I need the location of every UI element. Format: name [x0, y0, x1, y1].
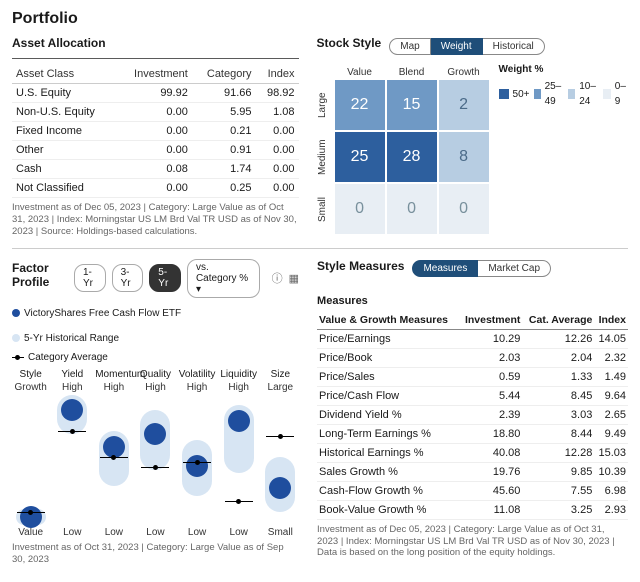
- page-title: Portfolio: [12, 10, 628, 28]
- table-header: Asset Class: [12, 65, 117, 84]
- legend-item: 25–49: [534, 79, 565, 109]
- factor-column: LiquidityHighLow: [220, 369, 257, 538]
- table-header: Value & Growth Measures: [317, 311, 459, 330]
- stock-style-tabs: Map Weight Historical: [389, 38, 545, 55]
- style-measures-footnote: Investment as of Dec 05, 2023 | Category…: [317, 524, 628, 560]
- table-row: Historical Earnings %40.0812.2815.03: [317, 443, 628, 462]
- table-row: Other0.000.910.00: [12, 141, 299, 160]
- tab-measures[interactable]: Measures: [412, 260, 478, 277]
- table-row: Sales Growth %19.769.8510.39: [317, 462, 628, 481]
- table-row: Price/Cash Flow5.448.459.64: [317, 386, 628, 405]
- stylebox-grid: ValueBlendGrowth Large22152 Medium25288 Sma…: [317, 62, 489, 234]
- table-row: Cash0.081.740.00: [12, 160, 299, 179]
- measures-table-title: Measures: [317, 295, 628, 307]
- stylebox-col-label: Value: [335, 67, 385, 78]
- stylebox-cell: 0: [387, 184, 437, 234]
- table-header: Category: [192, 65, 256, 84]
- table-row: Long-Term Earnings %18.808.449.49: [317, 424, 628, 443]
- table-row: Cash-Flow Growth %45.607.556.98: [317, 481, 628, 500]
- tab-weight[interactable]: Weight: [431, 38, 483, 55]
- table-header: Cat. Average: [522, 311, 594, 330]
- period-5yr[interactable]: 5-Yr: [149, 264, 181, 292]
- stylebox-cell: 8: [439, 132, 489, 182]
- stylebox-row-label: Medium: [317, 132, 333, 182]
- style-measures-heading: Style Measures: [317, 259, 404, 273]
- stylebox-col-label: Blend: [387, 67, 437, 78]
- legend-item: 0–9: [603, 79, 628, 109]
- stylebox-legend: Weight % 50+25–4910–240–9: [499, 62, 628, 234]
- factor-column: YieldHighLow: [54, 369, 91, 538]
- legend-fund-dot: [12, 309, 20, 317]
- tab-historical[interactable]: Historical: [483, 38, 545, 55]
- table-header: Investment: [117, 65, 192, 84]
- legend-range-dot: [12, 334, 20, 342]
- table-row: Fixed Income0.000.210.00: [12, 122, 299, 141]
- tab-marketcap[interactable]: Market Cap: [478, 260, 551, 277]
- stylebox-cell: 2: [439, 80, 489, 130]
- stylebox-cell: 22: [335, 80, 385, 130]
- factor-column: StyleGrowthValue: [12, 369, 49, 538]
- grid-icon[interactable]: ▦: [289, 272, 299, 285]
- legend-range-label: 5-Yr Historical Range: [24, 333, 119, 344]
- style-measures-table: Value & Growth MeasuresInvestmentCat. Av…: [317, 311, 628, 520]
- factor-profile-grid: StyleGrowthValueYieldHighLowMomentumHigh…: [12, 369, 299, 538]
- stylebox-row-label: Large: [317, 80, 333, 130]
- stylebox-cell: 25: [335, 132, 385, 182]
- table-row: Dividend Yield %2.393.032.65: [317, 405, 628, 424]
- stylebox-cell: 0: [439, 184, 489, 234]
- table-row: Price/Book2.032.042.32: [317, 348, 628, 367]
- asset-allocation-table: Asset ClassInvestmentCategoryIndex U.S. …: [12, 65, 299, 198]
- table-header: Index: [256, 65, 299, 84]
- table-row: U.S. Equity99.9291.6698.92: [12, 84, 299, 103]
- factor-column: VolatilityHighLow: [178, 369, 215, 538]
- legend-fund-label: VictoryShares Free Cash Flow ETF: [24, 308, 181, 319]
- legend-item: 50+: [499, 87, 530, 102]
- stylebox-cell: 28: [387, 132, 437, 182]
- table-row: Not Classified0.000.250.00: [12, 179, 299, 198]
- info-icon[interactable]: ⓘ: [272, 270, 283, 286]
- table-row: Non-U.S. Equity0.005.951.08: [12, 103, 299, 122]
- table-header: Index: [594, 311, 628, 330]
- asset-allocation-footnote: Investment as of Dec 05, 2023 | Category…: [12, 202, 299, 238]
- factor-column: MomentumHighLow: [95, 369, 132, 538]
- tab-map[interactable]: Map: [389, 38, 430, 55]
- table-row: Book-Value Growth %11.083.252.93: [317, 500, 628, 519]
- stylebox-row-label: Small: [317, 184, 333, 234]
- legend-cat-marker: [12, 357, 24, 358]
- factor-profile-heading: Factor Profile: [12, 261, 68, 289]
- vs-category-select[interactable]: vs. Category % ▾: [187, 259, 260, 298]
- asset-allocation-heading: Asset Allocation: [12, 36, 106, 50]
- factor-profile-footnote: Investment as of Oct 31, 2023 | Category…: [12, 542, 299, 566]
- period-3yr[interactable]: 3-Yr: [112, 264, 144, 292]
- style-measures-tabs: Measures Market Cap: [412, 260, 551, 277]
- period-1yr[interactable]: 1-Yr: [74, 264, 106, 292]
- stylebox-cell: 15: [387, 80, 437, 130]
- table-row: Price/Earnings10.2912.2614.05: [317, 329, 628, 348]
- factor-column: SizeLargeSmall: [262, 369, 299, 538]
- table-header: Investment: [459, 311, 522, 330]
- legend-item: 10–24: [568, 79, 599, 109]
- stylebox-col-label: Growth: [439, 67, 489, 78]
- factor-column: QualityHighLow: [137, 369, 174, 538]
- stock-style-heading: Stock Style: [317, 36, 382, 50]
- table-row: Price/Sales0.591.331.49: [317, 367, 628, 386]
- stylebox-cell: 0: [335, 184, 385, 234]
- legend-cat-label: Category Average: [28, 352, 108, 363]
